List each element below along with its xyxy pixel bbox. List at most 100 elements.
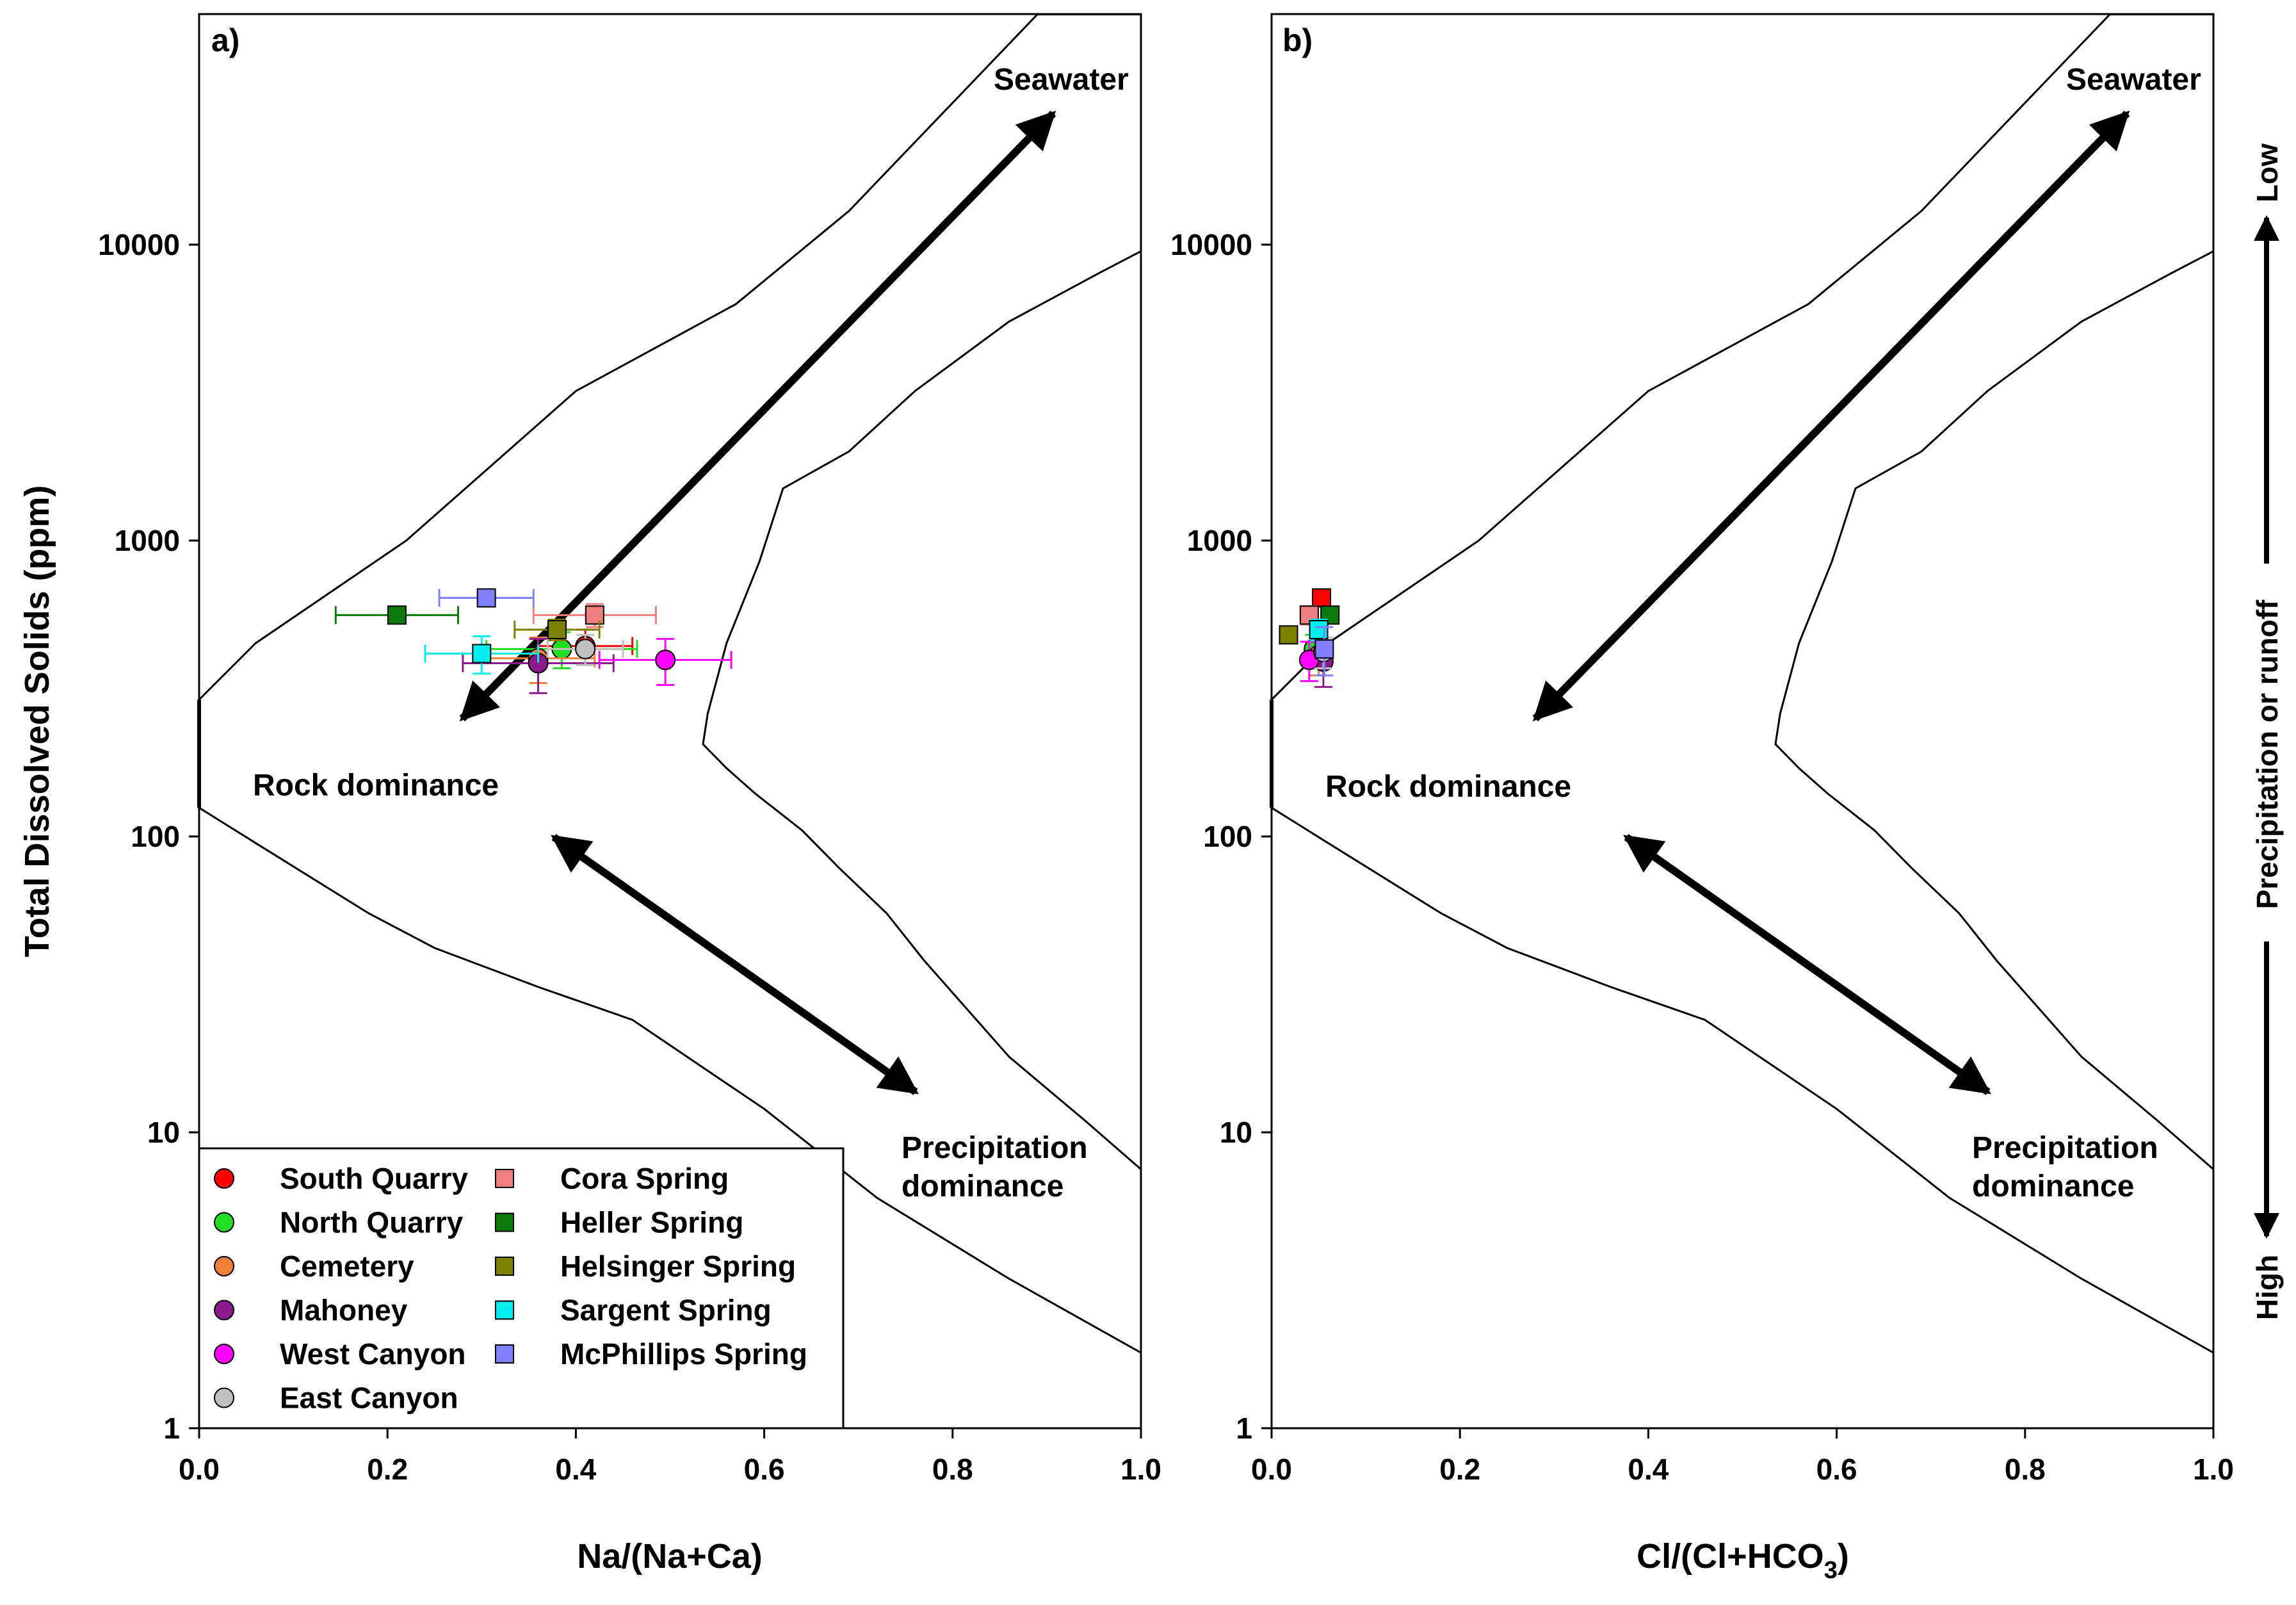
panel-label: b) [1282, 22, 1313, 58]
legend-item: Cemetery [214, 1250, 414, 1283]
legend-item: Helsinger Spring [495, 1250, 796, 1283]
side-label-high: High [2251, 1255, 2284, 1320]
x-axis-label: Na/(Na+Ca) [577, 1537, 763, 1576]
panel-b: 0.0 0.2 0.4 0.6 0.8 1.0 1 10 100 1000 10000 b) Sea… [1170, 13, 2284, 1584]
legend-label: East Canyon [280, 1381, 458, 1415]
legend-item: North Quarry [214, 1206, 464, 1239]
x-tick-label: 0.6 [1816, 1453, 1857, 1486]
legend-label: West Canyon [280, 1337, 466, 1371]
legend-label: Mahoney [280, 1294, 408, 1327]
precipitation-label-line2: dominance [1972, 1169, 2134, 1203]
point-south-quarry [1311, 588, 1331, 608]
marker-square [547, 620, 567, 640]
panel-a: 0.0 0.2 0.4 0.6 0.8 1.0 1 10 100 1000 10000 a) Sea… [18, 13, 1161, 1576]
boundary-upper [198, 13, 1142, 701]
legend-label: Cora Spring [560, 1162, 729, 1195]
point-helsinger-spring [1279, 625, 1298, 645]
legend-marker-circle [214, 1256, 234, 1276]
y-tick-label: 100 [1203, 820, 1252, 853]
boundary-lower [1271, 806, 2214, 1354]
x-tick-label: 0.4 [555, 1453, 596, 1486]
legend: South Quarry North Quarry Cemetery Mahoney W… [198, 1147, 845, 1430]
y-tick-label: 10 [1220, 1116, 1252, 1149]
marker-square [476, 588, 496, 608]
marker-square [1314, 639, 1334, 659]
boundary-inner [702, 250, 1142, 1170]
side-axis: Low Precipitation or runoff High [2251, 143, 2284, 1320]
rock-dominance-label: Rock dominance [1325, 770, 1571, 804]
point-sargent-spring [424, 635, 540, 675]
point-mcphillips-spring [1314, 626, 1334, 677]
legend-label: Cemetery [280, 1250, 414, 1283]
y-tick-label: 10000 [1170, 228, 1252, 261]
y-tick-label: 10000 [98, 228, 180, 261]
x-tick-label: 0.8 [932, 1453, 973, 1486]
legend-item: Heller Spring [495, 1206, 743, 1239]
y-tick-label: 1 [163, 1412, 180, 1445]
point-west-canyon [598, 638, 732, 687]
legend-marker-circle [214, 1168, 234, 1189]
legend-label: Sargent Spring [560, 1294, 772, 1327]
point-cora-spring [532, 603, 657, 628]
legend-marker-circle [214, 1344, 234, 1364]
legend-box [198, 1147, 845, 1430]
legend-item: Cora Spring [495, 1162, 729, 1195]
point-helsinger-spring [513, 619, 601, 642]
legend-items: South Quarry North Quarry Cemetery Mahoney W… [214, 1162, 807, 1415]
x-tick-label: 1.0 [1120, 1453, 1161, 1486]
point-mcphillips-spring [438, 588, 535, 608]
axis-ticks: 0.0 0.2 0.4 0.6 0.8 1.0 1 10 100 1000 10000 [98, 228, 1161, 1486]
precipitation-arrow [551, 834, 919, 1095]
x-tick-label: 0.0 [1251, 1453, 1292, 1486]
x-tick-label: 1.0 [2193, 1453, 2234, 1486]
plot-frame [1270, 13, 2215, 1430]
point-heller-spring [334, 605, 460, 625]
legend-item: McPhillips Spring [495, 1337, 807, 1371]
boundary-upper [1270, 13, 2215, 701]
point-east-canyon [546, 633, 624, 666]
marker-square [1311, 588, 1331, 608]
x-tick-label: 0.8 [2005, 1453, 2046, 1486]
data-points [334, 588, 732, 694]
precipitation-label-line1: Precipitation [1972, 1131, 2158, 1165]
legend-label: Helsinger Spring [560, 1250, 796, 1283]
panel-label: a) [211, 22, 239, 58]
legend-item: Mahoney [214, 1294, 408, 1327]
legend-marker-square [495, 1212, 514, 1232]
marker-square [1279, 625, 1298, 645]
x-tick-label: 0.0 [179, 1453, 220, 1486]
y-axis-label: Total Dissolved Solids (ppm) [18, 485, 56, 957]
precipitation-arrow [1623, 834, 1991, 1095]
legend-marker-square [495, 1344, 514, 1364]
y-tick-label: 1 [1236, 1412, 1252, 1445]
legend-marker-square [495, 1257, 514, 1276]
x-tick-label: 0.2 [367, 1453, 408, 1486]
legend-marker-square [495, 1169, 514, 1188]
seawater-arrow [1532, 110, 2130, 722]
point-mahoney [462, 638, 615, 694]
side-label-low: Low [2251, 143, 2284, 202]
x-axis-label: Cl/(Cl+HCO3) [1637, 1537, 1849, 1584]
legend-item: West Canyon [214, 1337, 466, 1371]
marker-square [585, 605, 604, 625]
marker-circle [575, 639, 596, 660]
y-tick-label: 1000 [1187, 524, 1252, 557]
legend-label: North Quarry [280, 1206, 464, 1239]
legend-marker-circle [214, 1212, 234, 1233]
marker-circle [655, 649, 676, 671]
boundary-inner [1774, 250, 2214, 1170]
marker-square [472, 644, 492, 664]
legend-label: McPhillips Spring [560, 1337, 807, 1371]
rock-dominance-label: Rock dominance [253, 769, 499, 802]
legend-label: South Quarry [280, 1162, 468, 1195]
legend-marker-square [495, 1300, 514, 1320]
legend-item: South Quarry [214, 1162, 468, 1195]
precipitation-label-line1: Precipitation [901, 1131, 1088, 1165]
x-tick-label: 0.4 [1628, 1453, 1669, 1486]
precipitation-label-line2: dominance [901, 1169, 1063, 1203]
data-points [1279, 588, 1340, 688]
seawater-label: Seawater [994, 63, 1129, 97]
x-tick-label: 0.6 [744, 1453, 785, 1486]
seawater-arrow [459, 110, 1056, 722]
